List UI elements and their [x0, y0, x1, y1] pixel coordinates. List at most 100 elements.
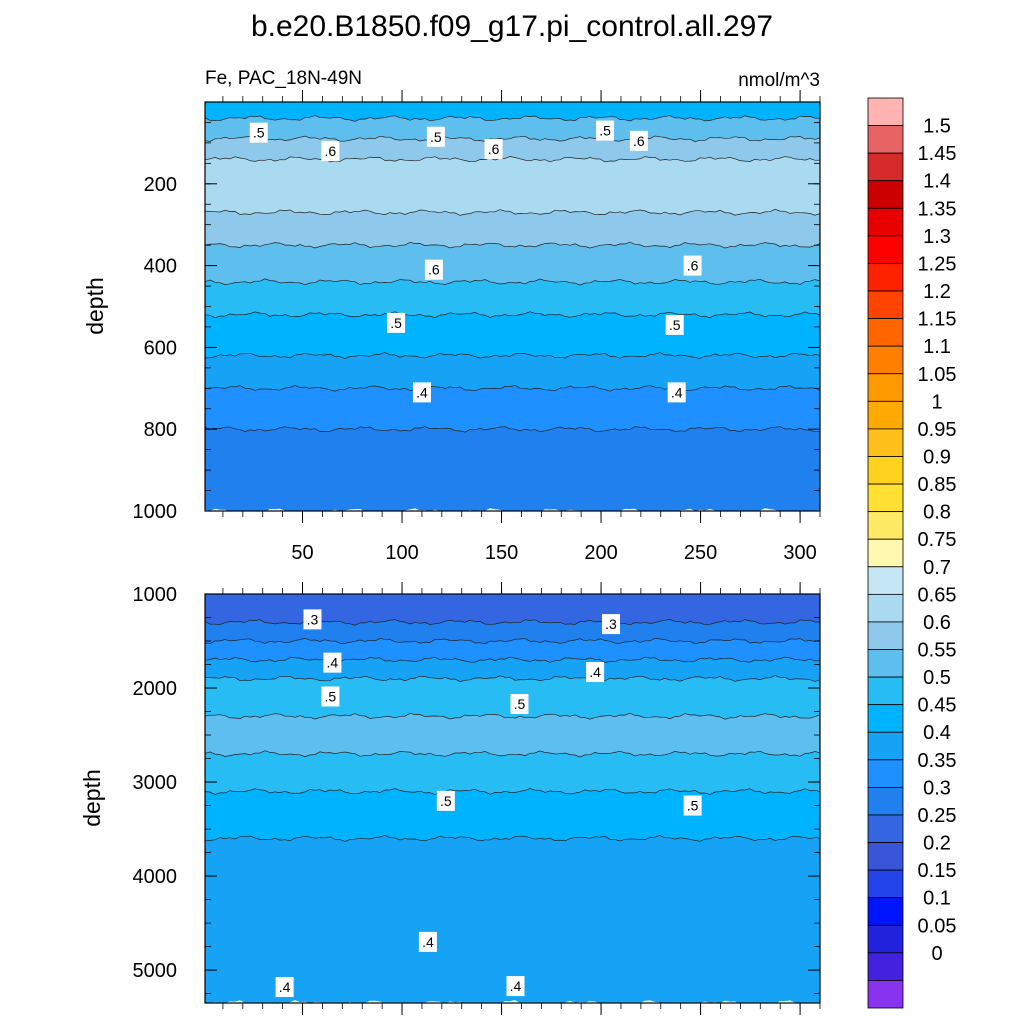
- contour-label: .5: [665, 314, 684, 335]
- contour-label: .4: [667, 382, 686, 403]
- y-tick-label: 1000: [133, 501, 178, 523]
- contour-label: .4: [418, 931, 437, 952]
- contour-band: [205, 638, 820, 663]
- contour-line: [205, 750, 820, 758]
- colorbar-level-label: 0.4: [923, 722, 951, 744]
- contour-line: [205, 675, 820, 682]
- y-tick-label: 600: [144, 337, 177, 359]
- contour-line: [205, 311, 820, 319]
- colorbar-box: [867, 97, 904, 126]
- contour-label: .3: [303, 609, 322, 630]
- colorbar-level-label: 1: [931, 391, 942, 413]
- contour-band: [205, 115, 820, 142]
- colorbar-box: [867, 290, 904, 320]
- colorbar-level-label: 0.6: [923, 612, 951, 634]
- contour-label: .5: [510, 694, 529, 715]
- lower-plot-frame: [204, 593, 821, 1004]
- colorbar-level-label: 0.8: [923, 502, 951, 524]
- upper-contour-labels: .5 .5 .5 .6 .6 .6 .6 .6 .5 .5 .4 .4: [249, 120, 702, 403]
- svg-text:.6: .6: [488, 141, 500, 157]
- svg-text:.3: .3: [307, 611, 319, 627]
- colorbar-box: [867, 318, 904, 347]
- x-tick-label: 250: [684, 542, 717, 564]
- contour-label: .6: [683, 255, 702, 276]
- contour-label: .5: [249, 122, 268, 143]
- contour-label: .3: [602, 614, 621, 635]
- colorbar-box: [867, 814, 904, 843]
- colorbar-level-label: 0.25: [918, 805, 957, 827]
- contour-band: [205, 835, 820, 1003]
- chart-title: b.e20.B1850.f09_g17.pi_control.all.297: [251, 10, 773, 43]
- svg-text:.5: .5: [325, 688, 337, 704]
- colorbar-box: [867, 759, 904, 788]
- contour-line: [205, 426, 820, 433]
- y-tick-label: 200: [144, 174, 177, 196]
- colorbar-box: [867, 676, 904, 706]
- contour-band: [205, 278, 820, 318]
- contour-line: [205, 352, 820, 359]
- y-tick-label: 800: [144, 419, 177, 441]
- contour-band: [205, 619, 820, 644]
- colorbar-box: [867, 731, 904, 761]
- contour-label: .4: [323, 652, 342, 673]
- contour-label: .5: [426, 126, 445, 147]
- colorbar-box: [867, 786, 904, 816]
- colorbar-box: [867, 207, 904, 237]
- colorbar-level-label: 0.7: [923, 557, 951, 579]
- contour-band: [205, 426, 820, 511]
- x-tick-label: 200: [584, 542, 617, 564]
- colorbar-level-label: 0.95: [918, 419, 957, 441]
- upper-contour-lines: [205, 115, 820, 433]
- svg-text:.4: .4: [510, 978, 522, 994]
- svg-text:.4: .4: [589, 664, 601, 680]
- y-tick-label: 2000: [133, 678, 178, 700]
- colorbar-box: [867, 538, 904, 568]
- svg-text:.5: .5: [430, 129, 442, 145]
- contour-label: .4: [275, 977, 294, 998]
- colorbar-box: [867, 842, 904, 871]
- y-tick-label: 3000: [133, 772, 178, 794]
- colorbar-box: [867, 704, 904, 733]
- colorbar: 1.5 1.45 1.4 1.35 1.3 1.25 1.2 1.15 1.1 1.05 1 0.95…: [867, 97, 957, 1009]
- colorbar-box: [867, 649, 904, 678]
- contour-band: [205, 156, 820, 216]
- lower-contour-lines: [205, 619, 820, 842]
- svg-text:.4: .4: [671, 384, 683, 400]
- colorbar-level-label: 1.5: [923, 116, 951, 138]
- colorbar-level-label: 1.35: [918, 198, 957, 220]
- colorbar-box: [867, 952, 904, 981]
- y-tick-label: 5000: [133, 960, 178, 982]
- colorbar-box: [867, 152, 904, 182]
- y-tick-label: 1000: [133, 584, 178, 606]
- chart-units: nmol/m^3: [738, 70, 820, 91]
- colorbar-level-label: 0.9: [923, 446, 951, 468]
- contour-band: [205, 657, 820, 682]
- contour-label: .5: [436, 790, 455, 811]
- colorbar-level-label: 0.1: [923, 888, 951, 910]
- contour-line: [205, 712, 820, 720]
- colorbar-level-label: 1.15: [918, 309, 957, 331]
- contour-band: [205, 136, 820, 162]
- contour-line: [205, 241, 820, 249]
- colorbar-box: [867, 566, 904, 595]
- colorbar-box: [867, 483, 904, 513]
- colorbar-level-label: 1.2: [923, 281, 951, 303]
- svg-text:.5: .5: [514, 696, 526, 712]
- colorbar-level-label: 0.45: [918, 695, 957, 717]
- lower-y-axis-label: depth: [79, 769, 105, 827]
- svg-text:.4: .4: [422, 934, 434, 950]
- contour-band: [205, 713, 820, 757]
- contour-line: [205, 208, 820, 216]
- colorbar-box: [867, 869, 904, 899]
- colorbar-box: [867, 345, 904, 375]
- contour-label: .5: [683, 795, 702, 816]
- contour-band: [205, 750, 820, 795]
- contour-line: [205, 278, 820, 286]
- contour-label: .6: [424, 259, 443, 280]
- contour-band: [205, 594, 820, 626]
- svg-text:.6: .6: [687, 258, 699, 274]
- colorbar-box: [867, 593, 904, 623]
- colorbar-level-label: 1.3: [923, 226, 951, 248]
- colorbar-box: [867, 621, 904, 650]
- contour-label: .6: [484, 139, 503, 160]
